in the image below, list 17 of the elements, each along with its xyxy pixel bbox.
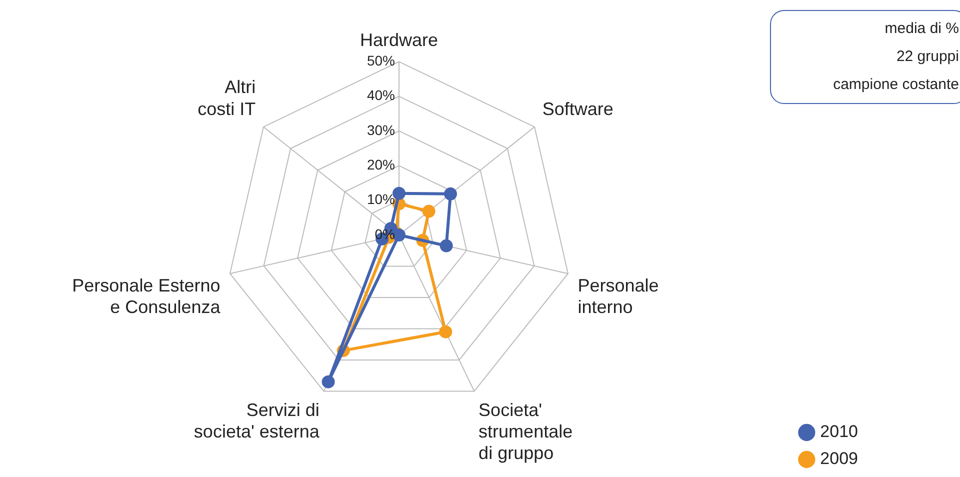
legend-label: 2010 [820, 422, 858, 442]
spoke-label: Software [542, 98, 614, 119]
y-tick-label: 40% [366, 87, 395, 104]
text: 22 gruppi [895, 47, 959, 67]
spoke-label: Societa' strumentale di gruppo [478, 400, 573, 464]
spoke-label: Altri costi IT [198, 77, 256, 119]
spoke-label: Personale interno [578, 276, 659, 318]
text: media di % [884, 19, 959, 39]
spoke-label: Hardware [360, 30, 438, 50]
legend-label: 2009 [820, 449, 858, 468]
y-tick-label: 30% [366, 122, 395, 138]
y-tick-label: 20% [366, 156, 395, 173]
spoke-label: Servizi di societa' esterna [194, 400, 320, 442]
spoke-label: Personale Esterno e Consulenza [72, 276, 222, 318]
text: campione costante [832, 75, 959, 95]
y-tick-label: 10% [366, 191, 395, 208]
y-tick-label: 50% [366, 52, 395, 68]
